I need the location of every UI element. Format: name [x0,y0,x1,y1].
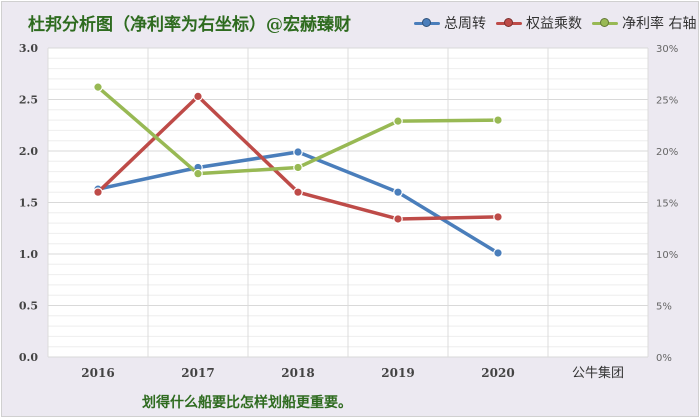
data-point [293,187,303,197]
y-right-tick-label: 20% [656,147,678,158]
legend-item: 权益乘数 [496,13,582,33]
legend-swatch [496,17,522,29]
data-point [293,147,303,157]
x-tick-label: 2016 [81,366,114,380]
y-right-tick-label: 0% [656,353,672,364]
y-left-tick-label: 3.0 [19,42,38,55]
data-point [293,162,303,173]
x-tick-label: 2017 [181,366,214,380]
data-point [93,187,103,197]
data-point [393,187,403,197]
y-right-tick-label: 25% [656,96,678,107]
legend-label: 净利率 右轴 [622,16,697,32]
data-point [493,115,503,125]
legend-label: 权益乘数 [526,16,582,32]
y-left-tick-label: 2.5 [19,94,38,107]
y-left-tick-label: 1.5 [19,197,38,210]
legend-swatch [592,17,618,29]
y-right-tick-label: 15% [656,199,678,210]
legend-item: 总周转 [414,13,486,33]
data-point [493,212,503,222]
x-tick-label: 2020 [481,366,514,380]
y-right-tick-label: 5% [656,302,672,313]
data-point [393,116,403,126]
legend-label: 总周转 [444,16,486,32]
y-right-tick-label: 30% [656,44,678,55]
data-point [93,82,103,92]
y-left-tick-label: 0.0 [19,351,38,364]
company-label: 公牛集团 [572,365,624,381]
x-tick-label: 2018 [281,366,314,380]
x-tick-label: 2019 [381,366,414,380]
data-point [193,168,203,179]
chart-title: 杜邦分析图（净利率为右坐标）@宏赫臻财 [28,15,351,35]
legend-swatch [414,17,440,29]
chart-caption: 划得什么船要比怎样划船更重要。 [142,395,352,411]
data-point [493,248,503,258]
legend-item: 净利率 右轴 [592,13,696,33]
legend: 总周转 权益乘数 净利率 右轴 [414,13,696,33]
y-left-tick-label: 2.0 [19,145,38,158]
data-point [393,214,403,224]
y-right-tick-label: 10% [656,250,678,261]
data-point [193,91,203,102]
y-left-tick-label: 0.5 [19,300,38,313]
y-left-tick-label: 1.0 [19,248,38,261]
